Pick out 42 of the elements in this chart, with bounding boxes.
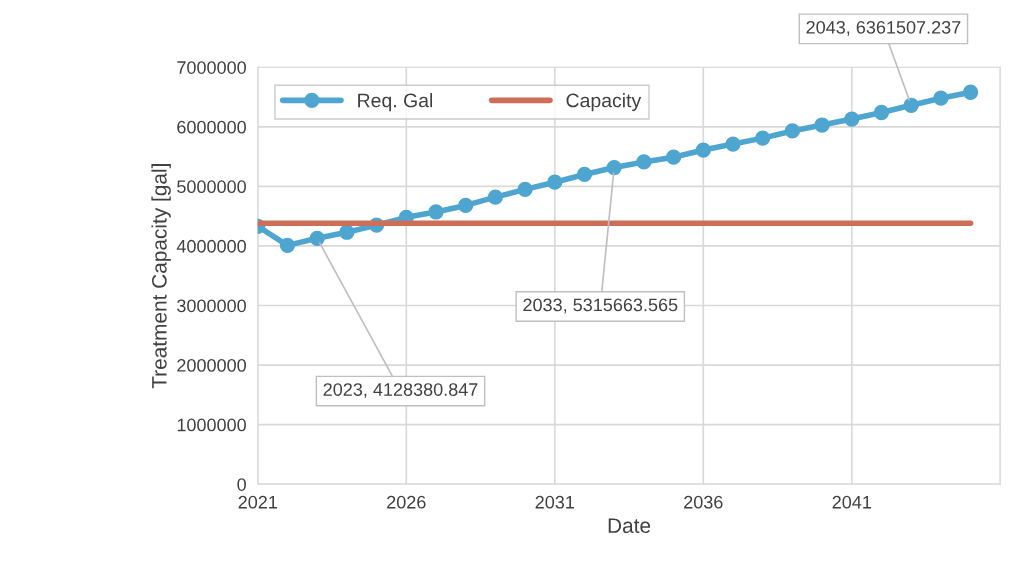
point [636, 154, 652, 170]
point [784, 123, 801, 139]
x-tick-label: 2021 [238, 495, 277, 509]
x-tick-label: 2031 [535, 495, 574, 509]
point [903, 97, 919, 113]
point [873, 104, 890, 121]
point [279, 237, 296, 253]
y-tick-label: 1000000 [177, 418, 246, 432]
y-tick-label: 5000000 [177, 180, 246, 194]
y-tick-label: 2000000 [177, 359, 246, 372]
x-tick-label: 2041 [832, 495, 871, 509]
legend-label: Capacity [566, 93, 642, 112]
point [665, 149, 682, 165]
y-tick-label: 6000000 [177, 120, 246, 134]
legend-label: Req. Gal [358, 93, 433, 112]
y-tick-label: 4000000 [176, 239, 246, 253]
y-tick-label: 7000000 [177, 61, 246, 74]
point [755, 130, 771, 146]
point [547, 174, 563, 190]
point [339, 224, 355, 240]
point [725, 136, 741, 152]
annotation: 2043, 6361507.237 [806, 20, 961, 36]
x-axis-title: Date [608, 518, 651, 534]
point [428, 204, 444, 220]
point [962, 84, 979, 100]
x-tick-label: 2026 [387, 495, 426, 509]
y-tick-label: 0 [237, 478, 246, 491]
point [487, 189, 504, 205]
point [814, 117, 830, 133]
point [576, 166, 593, 183]
point [844, 111, 860, 127]
y-axis-title: Treatment Capacity [gal] [151, 164, 171, 389]
point [458, 197, 474, 214]
y-tick-label: 3000000 [177, 299, 246, 313]
point [695, 142, 711, 158]
annotation: 2023, 4128380.847 [323, 383, 478, 399]
point [309, 230, 325, 246]
point [933, 90, 949, 106]
point [517, 181, 533, 197]
x-tick-label: 2036 [684, 495, 723, 509]
point [606, 159, 622, 176]
annotation: 2033, 5315663.565 [523, 298, 678, 314]
